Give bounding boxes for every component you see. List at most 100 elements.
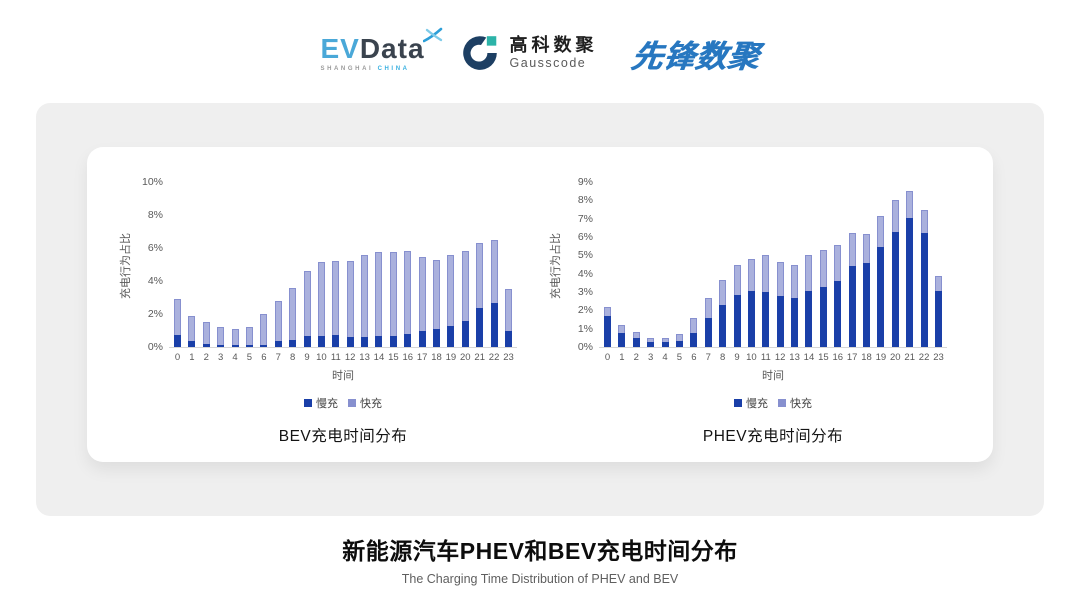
fast-charge-segment — [791, 264, 799, 299]
stacked-bar-hour-10 — [315, 262, 328, 347]
fast-charge-segment — [375, 252, 383, 337]
y-tick-label: 6% — [147, 242, 163, 254]
stacked-bar-hour-16 — [401, 251, 414, 347]
slow-charge-segment — [332, 335, 340, 347]
bev-chart: 充电行为占比 0% 2% 4% 6% 8% 10% 0 1 2 3 4 5 6 7 8 9 10 11 12 13 1… — [117, 176, 533, 446]
slow-charge-segment — [361, 337, 369, 347]
gausscode-circle-icon — [462, 36, 497, 70]
x-tick-label: 15 — [388, 352, 399, 363]
x-tick-label: 8 — [289, 352, 296, 363]
legend-item: 慢充 — [304, 395, 338, 411]
stacked-bar-hour-18 — [430, 260, 443, 347]
x-tick-label: 11 — [330, 352, 341, 363]
x-tick-label: 12 — [344, 352, 356, 363]
slow-charge-segment — [346, 337, 354, 347]
stacked-bar-hour-17 — [416, 257, 429, 347]
x-tick-label: 23 — [503, 352, 514, 363]
y-tick-label: 0% — [577, 341, 593, 353]
page-title: 新能源汽车PHEV和BEV充电时间分布 — [342, 538, 738, 564]
x-tick-label: 9 — [304, 352, 310, 363]
x-tick-label: 2 — [203, 352, 209, 363]
stacked-bar-hour-7 — [702, 297, 715, 347]
x-tick-label: 13 — [789, 352, 800, 363]
slow-charge-segment — [202, 343, 210, 347]
stacked-bar-hour-5 — [243, 327, 256, 347]
x-tick-label: 10 — [316, 352, 327, 363]
slow-charge-segment — [661, 342, 669, 347]
fast-charge-segment — [504, 289, 512, 332]
fast-charge-segment — [604, 306, 611, 316]
x-tick-label: 1 — [189, 352, 195, 363]
fast-charge-segment — [260, 314, 268, 345]
x-tick-label: 18 — [431, 352, 442, 363]
x-tick-label: 2 — [633, 352, 639, 363]
gray-panel: 充电行为占比 0% 2% 4% 6% 8% 10% 0 1 2 3 4 5 6 7 8 9 10 11 12 13 1… — [36, 103, 1044, 516]
stacked-bar-hour-22 — [918, 210, 931, 347]
slow-charge-segment — [303, 336, 311, 347]
x-tick-label: 12 — [774, 352, 786, 363]
y-tick-label: 4% — [577, 267, 593, 280]
slow-charge-segment — [877, 247, 885, 347]
slow-charge-segment — [632, 337, 640, 347]
x-tick-label: 6 — [261, 352, 267, 363]
fast-charge-segment — [418, 257, 426, 332]
x-tick-label: 8 — [719, 352, 726, 363]
slow-charge-segment — [704, 317, 712, 347]
y-tick-label: 6% — [577, 231, 593, 243]
stacked-bar-hour-0 — [601, 306, 614, 347]
fast-charge-segment — [719, 280, 727, 305]
stacked-bar-hour-19 — [874, 215, 887, 347]
stacked-bar-hour-21 — [903, 191, 916, 347]
legend-label: 慢充 — [316, 398, 338, 410]
stacked-bar-hour-4 — [229, 328, 242, 347]
slow-charge-segment — [747, 291, 755, 347]
x-tick-label: 6 — [691, 352, 697, 363]
slow-charge-segment — [188, 341, 196, 347]
x-tick-label: 3 — [218, 352, 224, 363]
stacked-bar-hour-12 — [774, 261, 787, 347]
phev-legend: 慢充 快充 — [599, 395, 947, 411]
y-tick-label: 0% — [147, 341, 163, 353]
fast-charge-segment — [819, 249, 827, 287]
stacked-bar-hour-8 — [286, 287, 299, 347]
slow-charge-segment — [174, 335, 181, 347]
slow-charge-segment — [274, 341, 282, 347]
legend-item: 快充 — [348, 395, 382, 411]
slow-charge-segment — [863, 262, 871, 347]
fast-charge-segment — [747, 259, 755, 292]
fast-charge-segment — [461, 250, 469, 322]
fast-charge-segment — [303, 271, 311, 337]
slow-charge-segment — [848, 266, 856, 347]
y-tick-label: 2% — [147, 308, 163, 320]
slow-charge-segment — [418, 331, 426, 347]
footer: 新能源汽车PHEV和BEV充电时间分布 The Charging Time Di… — [0, 532, 1080, 586]
stacked-bar-hour-11 — [329, 261, 342, 347]
fast-charge-swatch-icon — [778, 399, 786, 407]
fast-charge-segment — [174, 299, 181, 336]
fast-charge-segment — [906, 191, 914, 218]
fast-charge-segment — [332, 261, 340, 336]
x-tick-label: 10 — [746, 352, 757, 363]
slow-charge-segment — [604, 315, 611, 347]
x-tick-label: 5 — [676, 352, 683, 363]
slow-charge-segment — [934, 291, 942, 347]
slow-charge-segment — [490, 303, 498, 347]
bev-chart-caption: BEV充电时间分布 — [278, 428, 408, 445]
fast-charge-segment — [647, 337, 655, 343]
stacked-bar-hour-14 — [802, 255, 815, 347]
slow-charge-segment — [776, 295, 784, 347]
fast-charge-segment — [762, 255, 770, 292]
x-tick-label: 0 — [174, 352, 181, 363]
fast-charge-segment — [274, 300, 282, 342]
slow-charge-segment — [647, 342, 655, 347]
y-tick-label: 8% — [577, 194, 593, 207]
slow-charge-segment — [834, 281, 842, 347]
x-tick-label: 22 — [488, 352, 500, 363]
legend-label: 慢充 — [746, 398, 768, 410]
x-tick-label: 16 — [402, 352, 414, 363]
x-tick-label: 21 — [474, 352, 485, 363]
fast-charge-segment — [231, 328, 239, 346]
fast-charge-segment — [404, 251, 412, 334]
legend-label: 快充 — [790, 398, 812, 410]
fast-charge-segment — [863, 234, 871, 263]
